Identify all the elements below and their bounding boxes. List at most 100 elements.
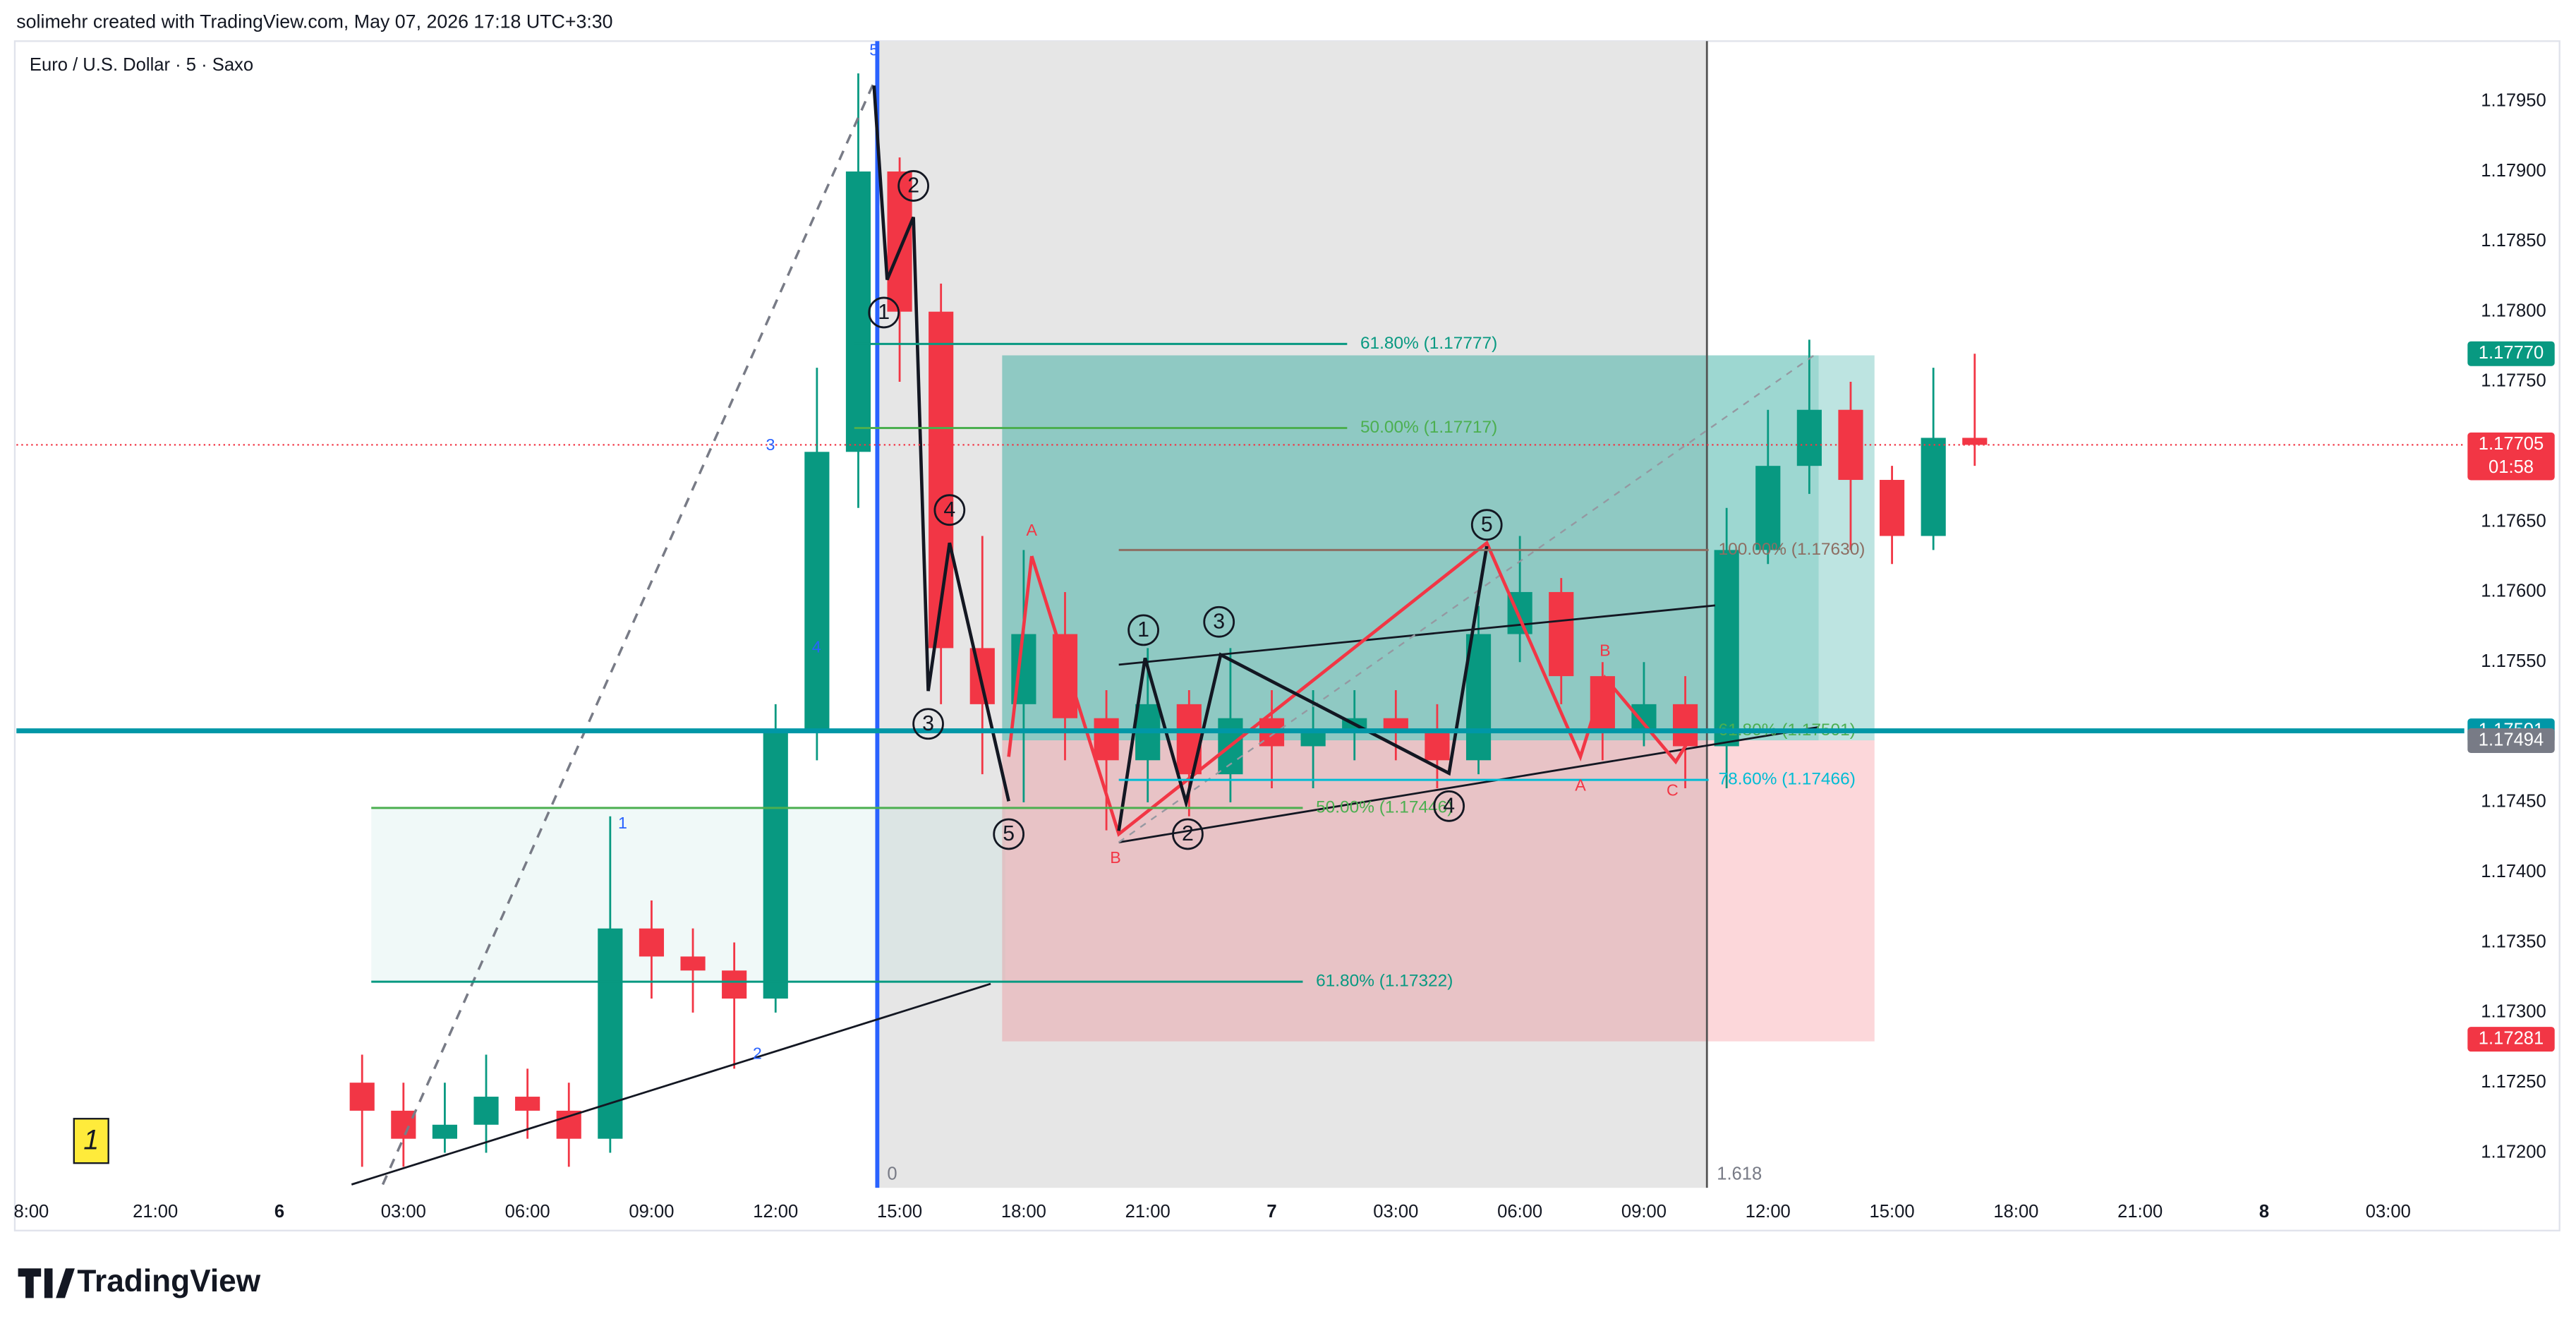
candle-body [680, 956, 706, 971]
x-tick-label: 12:00 [753, 1202, 798, 1222]
corrective-label: A [1575, 776, 1586, 794]
wave-label: 2 [1182, 822, 1194, 845]
minor-label: 4 [812, 638, 821, 656]
minor-label: 1 [618, 814, 627, 832]
candle-body [1300, 732, 1326, 747]
x-tick-label: 03:00 [2366, 1202, 2411, 1222]
candle-body [1879, 480, 1905, 536]
candle-body [1052, 634, 1078, 718]
y-tick-label: 1.17800 [2481, 301, 2546, 320]
wave-label: 4 [943, 498, 955, 522]
corrective-label: A [1027, 521, 1038, 539]
candle-body [763, 732, 788, 999]
wave-circle [1127, 614, 1159, 646]
x-tick-label: 09:00 [629, 1202, 674, 1222]
wave-line [1007, 555, 1034, 757]
wave-line [872, 85, 1010, 802]
price-tag [2467, 341, 2555, 366]
corrective-label: B [1110, 848, 1121, 867]
candle-body [969, 648, 995, 704]
dashed-line [1118, 351, 1820, 843]
candle-body [432, 1124, 458, 1139]
y-tick-label: 1.17600 [2481, 581, 2546, 601]
y-tick-label: 1.17900 [2481, 161, 2546, 181]
wave-circle [897, 170, 929, 202]
candle-body [598, 928, 623, 1139]
wave-label: 5 [1003, 822, 1015, 845]
corrective-label: C [1667, 780, 1679, 799]
x-tick-label: 06:00 [1497, 1202, 1542, 1222]
x-tick-label: 18:00 [1993, 1202, 2038, 1222]
wave-circle [1470, 509, 1503, 541]
logo: TradingView [77, 1264, 260, 1298]
candle-body [1714, 550, 1739, 747]
fib-label: 50.00% (1.17717) [1360, 418, 1497, 437]
wave-circle [993, 818, 1025, 850]
y-tick-label: 1.17350 [2481, 932, 2546, 951]
fib-label: 61.80% (1.17777) [1360, 334, 1497, 353]
candle-body [1094, 718, 1119, 761]
credit: solimehr created with TradingView.com, M… [16, 11, 612, 32]
y-tick-label: 1.17400 [2481, 862, 2546, 881]
minor-label: 5 [869, 40, 878, 59]
candle-body [1921, 438, 1946, 536]
fib-label: 78.60% (1.17466) [1719, 770, 1856, 789]
candle-body [1631, 704, 1657, 733]
y-tick-label: 1.17300 [2481, 1002, 2546, 1022]
wave-circle [1172, 818, 1204, 850]
wave-line [1030, 540, 1694, 837]
x-tick-label: 12:00 [1746, 1202, 1791, 1222]
x-tick-label: 21:00 [133, 1202, 178, 1222]
candle-body [1176, 704, 1202, 775]
candle-body [556, 1110, 581, 1139]
candle-body [1796, 409, 1822, 466]
candle-body [804, 452, 830, 733]
wave-label: 3 [922, 712, 934, 735]
profit-zone [1002, 355, 1819, 741]
x-tick-label: 03:00 [1373, 1202, 1418, 1222]
x-tick-label: 8 [2259, 1202, 2269, 1222]
price-tag [2467, 432, 2555, 481]
extension-label: 0 [887, 1164, 897, 1183]
wave-circle [912, 708, 944, 740]
chart-title: Euro / U.S. Dollar · 5 · Saxo [30, 55, 253, 75]
corrective-label: B [1600, 641, 1611, 659]
drawings [351, 81, 1820, 1186]
y-tick-label: 1.17200 [2481, 1142, 2546, 1162]
wave-label: 3 [1213, 610, 1225, 633]
marker: 1 [83, 1124, 99, 1155]
candle-body [639, 928, 665, 957]
wave-circle [868, 296, 900, 329]
y-tick-label: 1.17950 [2481, 90, 2546, 110]
wave-label: 1 [1137, 618, 1149, 641]
candle-body [1962, 438, 1988, 445]
x-tick-label: 03:00 [381, 1202, 426, 1222]
candle-body [1755, 466, 1781, 550]
annotations: 61.80% (1.17777) 50.00% (1.17717) 100.00% … [16, 40, 2465, 1183]
candle-body [515, 1097, 540, 1111]
x-tick-label: 06:00 [505, 1202, 550, 1222]
wave-circle [1203, 605, 1235, 638]
candle-body [1672, 704, 1698, 747]
y-tick-label: 1.17850 [2481, 231, 2546, 251]
fib-label: 50.00% (1.17446) [1316, 797, 1453, 816]
trend-line [1118, 726, 1819, 843]
y-tick-label: 1.17550 [2481, 651, 2546, 671]
x-tick-label: 21:00 [2117, 1202, 2163, 1222]
wave-circle [1433, 790, 1465, 822]
price-tag-label: 1.17281 [2479, 1028, 2544, 1048]
x-tick-label: 8:00 [13, 1202, 49, 1222]
fib-label: 61.80% (1.17322) [1316, 972, 1453, 991]
x-tick-label: 18:00 [1001, 1202, 1046, 1222]
candle-body [722, 970, 747, 999]
dashed-line [381, 81, 876, 1186]
logo-icon [18, 1268, 75, 1298]
minor-label: 3 [766, 435, 775, 454]
countdown: 01:58 [2489, 457, 2534, 477]
x-tick-label: 15:00 [1870, 1202, 1915, 1222]
minor-label: 2 [753, 1044, 762, 1062]
wave-label: 1 [878, 301, 890, 324]
y-tick-label: 1.17750 [2481, 371, 2546, 391]
candle-body [349, 1083, 375, 1111]
